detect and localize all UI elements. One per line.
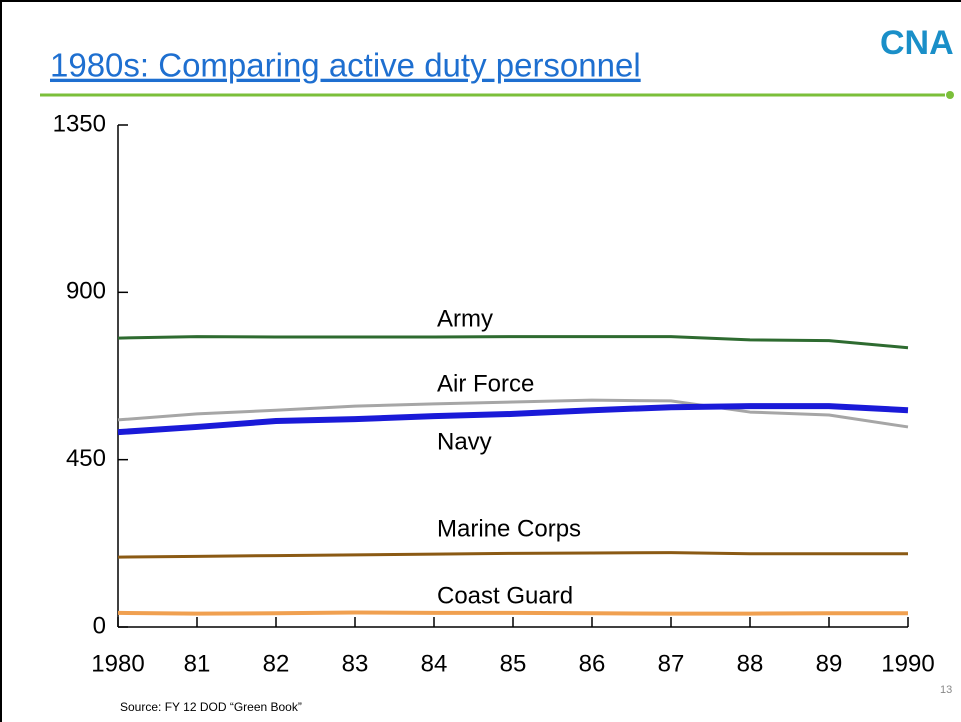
y-tick-label: 0	[93, 612, 106, 639]
plot: 0 450 900 1350 1980 81 82 83 84 85 86 87 88 89 1990 Arm…	[53, 110, 935, 677]
series-label: Marine Corps	[437, 515, 581, 542]
series-label: Air Force	[437, 370, 534, 397]
x-tick-label: 1990	[881, 650, 934, 677]
y-tick-label: 900	[66, 278, 106, 305]
series-line	[117, 610, 908, 616]
y-tick-label: 1350	[53, 110, 106, 137]
x-tick-label: 86	[579, 650, 606, 677]
x-tick-label: 83	[342, 650, 369, 677]
series-label: Army	[437, 305, 493, 332]
x-tick-label: 84	[421, 650, 448, 677]
series-label: Navy	[437, 428, 492, 455]
x-tick-label: 1980	[91, 650, 144, 677]
x-tick-label: 88	[737, 650, 764, 677]
series-line	[117, 335, 909, 350]
rule-dot	[946, 91, 954, 99]
logo: CNA	[880, 24, 954, 62]
slide-title: 1980s: Comparing active duty personnel	[50, 47, 641, 84]
x-tick-label: 85	[500, 650, 527, 677]
x-tick-label: 82	[263, 650, 290, 677]
x-tick-label: 89	[816, 650, 843, 677]
series-line	[117, 403, 909, 436]
source: Source: FY 12 DOD “Green Book”	[120, 700, 302, 714]
page-number: 13	[940, 684, 952, 696]
x-tick-label: 81	[184, 650, 211, 677]
x-tick-label: 87	[658, 650, 685, 677]
y-tick-label: 450	[66, 445, 106, 472]
series-line	[117, 551, 908, 559]
series-line	[117, 398, 909, 429]
series-label: Coast Guard	[437, 582, 573, 609]
